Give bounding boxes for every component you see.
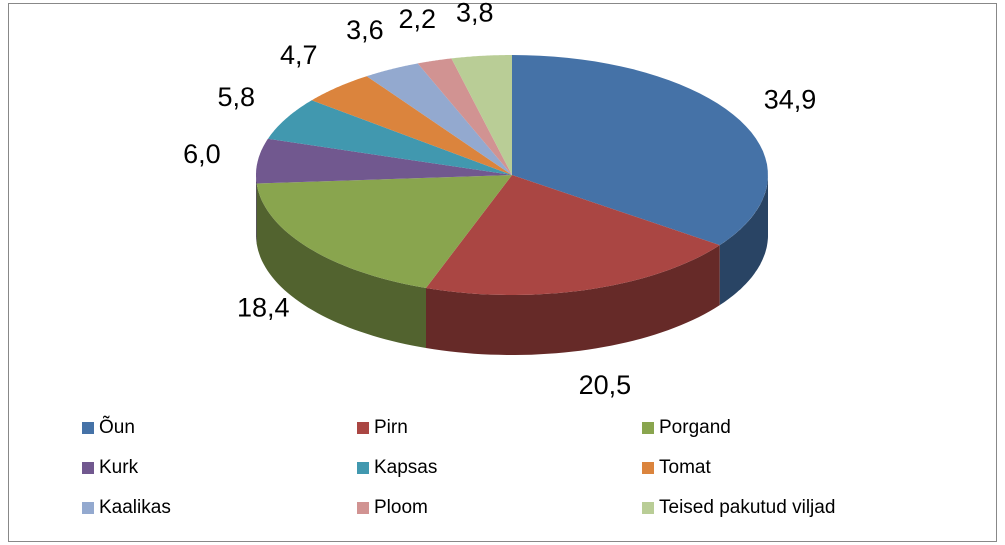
legend-swatch: [357, 462, 369, 474]
data-label: 3,6: [346, 15, 384, 45]
data-label: 5,8: [218, 82, 256, 112]
slice: [512, 55, 768, 246]
slice: [366, 63, 512, 175]
slice: [256, 175, 512, 288]
legend-label: Kurk: [99, 457, 139, 478]
slice-side: [719, 175, 768, 306]
slice: [311, 76, 512, 175]
legend-swatch: [642, 502, 654, 514]
legend-label: Teised pakutud viljad: [659, 497, 835, 518]
legend-label: Tomat: [659, 457, 711, 478]
legend-swatch: [642, 422, 654, 434]
slice: [417, 58, 512, 175]
legend-swatch: [82, 422, 94, 434]
legend-label: Kaalikas: [99, 497, 171, 518]
data-label: 20,5: [579, 370, 632, 400]
slice: [426, 175, 720, 295]
legend-swatch: [357, 502, 369, 514]
legend-label: Ploom: [374, 497, 428, 518]
legend-label: Pirn: [374, 417, 408, 438]
data-label: 6,0: [183, 139, 221, 169]
slice-side: [256, 175, 257, 244]
legend-label: Õun: [99, 416, 135, 438]
legend-swatch: [357, 422, 369, 434]
slice: [256, 138, 512, 184]
data-label: 3,8: [456, 0, 494, 27]
data-label: 4,7: [280, 40, 318, 70]
data-label: 2,2: [398, 4, 436, 34]
slice-side: [256, 183, 426, 348]
slice-side: [426, 245, 720, 355]
legend-label: Porgand: [659, 417, 731, 438]
legend-label: Kapsas: [374, 457, 437, 478]
slice: [267, 100, 512, 175]
legend-swatch: [82, 462, 94, 474]
legend-swatch: [82, 502, 94, 514]
legend-swatch: [642, 462, 654, 474]
slice: [451, 55, 512, 175]
data-label: 34,9: [764, 84, 817, 114]
data-label: 18,4: [237, 292, 290, 322]
